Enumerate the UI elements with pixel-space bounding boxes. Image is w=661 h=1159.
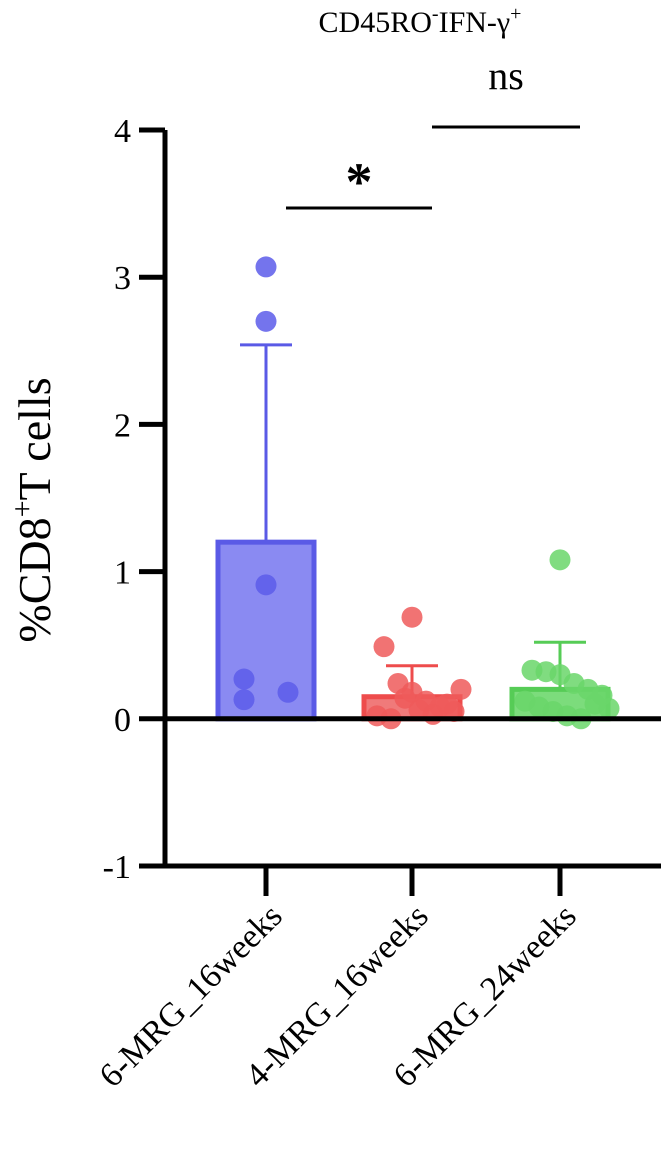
title-sup-minus: - [432, 3, 439, 25]
data-point-0-5 [233, 689, 255, 711]
data-point-0-2 [255, 574, 277, 596]
y-tick-label-2: 1 [114, 555, 131, 592]
title-mid: IFN-γ [439, 6, 511, 39]
significance-label-0: * [346, 152, 373, 212]
data-point-1-1 [373, 636, 395, 658]
data-point-1-9 [394, 687, 416, 709]
plot-area: -1012346-MRG_16weeks4-MRG_16weeks6-MRG_2… [93, 53, 661, 1095]
y-tick-label-1: 0 [114, 702, 131, 739]
ylabel-post: T cells [9, 377, 60, 500]
data-point-2-0 [549, 549, 571, 571]
data-point-1-12 [436, 693, 458, 715]
data-point-1-13 [450, 678, 472, 700]
data-point-0-3 [233, 668, 255, 690]
y-tick-label-0: -1 [103, 849, 131, 886]
data-point-0-0 [255, 256, 277, 278]
chart-title: CD45RO-IFN-γ+ [319, 3, 522, 39]
y-tick-label-5: 4 [114, 113, 131, 150]
data-point-2-13 [598, 697, 620, 719]
data-point-1-0 [401, 606, 423, 628]
y-tick-label-4: 3 [114, 260, 131, 297]
data-point-0-1 [255, 310, 277, 332]
bar-0 [215, 539, 317, 722]
ylabel-sup: + [6, 500, 39, 517]
title-sup-plus: + [510, 3, 521, 25]
ylabel-pre: %CD8 [9, 517, 60, 642]
significance-label-1: ns [488, 53, 524, 98]
title-main: CD45RO [319, 6, 432, 39]
data-point-0-4 [277, 681, 299, 703]
y-tick-label-3: 2 [114, 407, 131, 444]
y-axis-label: %CD8+T cells [6, 377, 60, 642]
